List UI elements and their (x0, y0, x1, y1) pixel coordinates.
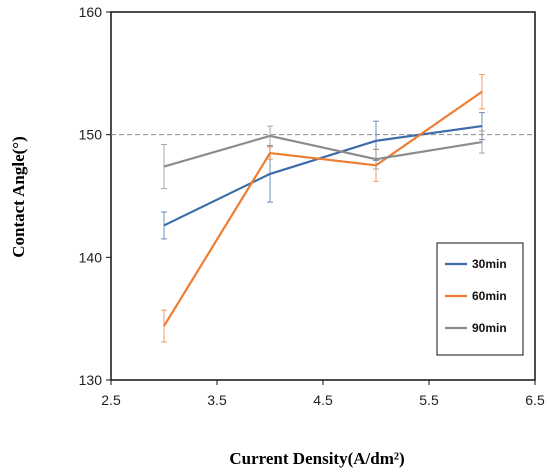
legend-box (436, 242, 524, 356)
x-axis-label: Current Density(A/dm²) (229, 449, 404, 468)
legend-label: 30min (472, 257, 507, 271)
legend-label: 90min (472, 321, 507, 335)
legend-item: 60min (445, 289, 507, 303)
y-tick-label: 160 (79, 4, 103, 20)
legend-item: 30min (445, 257, 507, 271)
series-line (163, 90, 483, 327)
x-tick-label: 6.5 (525, 392, 545, 408)
x-tick-label: 2.5 (101, 392, 121, 408)
legend: 30min 60min 90min (436, 242, 524, 356)
legend-item: 90min (445, 321, 507, 335)
x-tick-label: 4.5 (313, 392, 333, 408)
y-tick-label: 150 (79, 127, 103, 143)
x-tick-label: 5.5 (419, 392, 439, 408)
y-axis-label: Contact Angle(°) (9, 136, 28, 258)
series-line (163, 124, 483, 227)
series-line (163, 134, 483, 168)
series-group (161, 74, 485, 343)
series-90min (161, 125, 485, 190)
y-tick-label: 140 (79, 249, 103, 265)
legend-label: 60min (472, 289, 507, 303)
y-tick-label: 130 (79, 372, 103, 388)
axes: 2.5 3.5 4.5 5.5 6.5 130 140 150 160 (79, 4, 545, 408)
x-tick-label: 3.5 (207, 392, 227, 408)
